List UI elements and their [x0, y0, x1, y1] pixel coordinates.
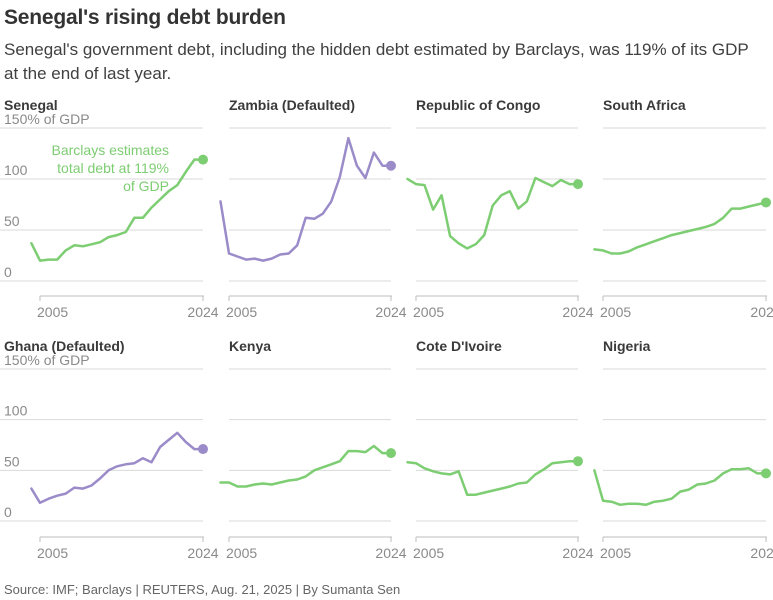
x-tick-label: 2024 [562, 304, 593, 320]
series-line [406, 459, 580, 496]
panel-7: Cote D'Ivoire 2005 2024 [406, 338, 594, 561]
series-line [30, 431, 205, 505]
annotation-text: Barclays estimates [52, 142, 169, 158]
y-tick-label: 150% of GDP [4, 111, 90, 127]
y-tick-label: 50 [4, 453, 20, 469]
y-tick-label: 0 [4, 504, 12, 520]
end-point [761, 197, 771, 208]
panel-5: Ghana (Defaulted) 0 50 100 150% of GDP 2005 20… [0, 338, 219, 561]
chart-title: Senegal's rising debt burden [4, 6, 286, 29]
end-point [761, 468, 771, 479]
panel-1: Senegal 0 50 100 150% of GDP 2005 2024 Barclays… [0, 97, 219, 320]
panel-title: Ghana (Defaulted) [4, 338, 125, 354]
end-point [573, 179, 583, 190]
annotation-text: of GDP [123, 178, 169, 194]
series-line [219, 444, 393, 488]
panel-8: Nigeria 2005 2024 [593, 338, 773, 561]
y-tick-label: 100 [4, 403, 28, 419]
series-line [406, 176, 580, 250]
x-tick-label: 2024 [750, 545, 773, 561]
x-tick-label: 2005 [226, 304, 257, 320]
x-tick-label: 2024 [375, 545, 406, 561]
panel-title: Kenya [229, 338, 271, 354]
panel-6: Kenya 2005 2024 [219, 338, 407, 561]
chart-subtitle: Senegal's government debt, including the… [4, 40, 749, 83]
source-note: Source: IMF; Barclays | REUTERS, Aug. 21… [4, 582, 401, 597]
end-point [386, 160, 396, 171]
x-tick-label: 2005 [37, 304, 68, 320]
end-point [386, 448, 396, 459]
x-tick-label: 2005 [600, 545, 631, 561]
panel-title: Zambia (Defaulted) [229, 97, 355, 113]
series-line [593, 201, 768, 255]
panel-title: Cote D'Ivoire [416, 338, 502, 354]
panel-2: Zambia (Defaulted) 2005 2024 [219, 97, 407, 320]
series-line [593, 467, 768, 507]
panel-title: South Africa [603, 97, 686, 113]
y-tick-label: 50 [4, 213, 20, 229]
series-line [219, 136, 393, 262]
panel-title: Republic of Congo [416, 97, 540, 113]
panel-title: Senegal [4, 97, 58, 113]
end-point [198, 444, 208, 455]
x-tick-label: 2005 [413, 304, 444, 320]
end-point [573, 456, 583, 467]
x-tick-label: 2005 [600, 304, 631, 320]
x-tick-label: 2024 [187, 304, 218, 320]
x-tick-label: 2024 [750, 304, 773, 320]
x-tick-label: 2005 [413, 545, 444, 561]
series-line [30, 158, 205, 262]
end-point [198, 154, 208, 165]
x-tick-label: 2005 [226, 545, 257, 561]
panel-3: Republic of Congo 2005 2024 [406, 97, 594, 320]
x-tick-label: 2024 [375, 304, 406, 320]
annotation-text: total debt at 119% [57, 160, 169, 176]
x-tick-label: 2005 [37, 545, 68, 561]
panel-4: South Africa 2005 2024 [593, 97, 773, 320]
y-tick-label: 100 [4, 162, 28, 178]
y-tick-label: 0 [4, 264, 12, 280]
y-tick-label: 150% of GDP [4, 352, 90, 368]
x-tick-label: 2024 [187, 545, 218, 561]
panel-title: Nigeria [603, 338, 651, 354]
x-tick-label: 2024 [562, 545, 593, 561]
